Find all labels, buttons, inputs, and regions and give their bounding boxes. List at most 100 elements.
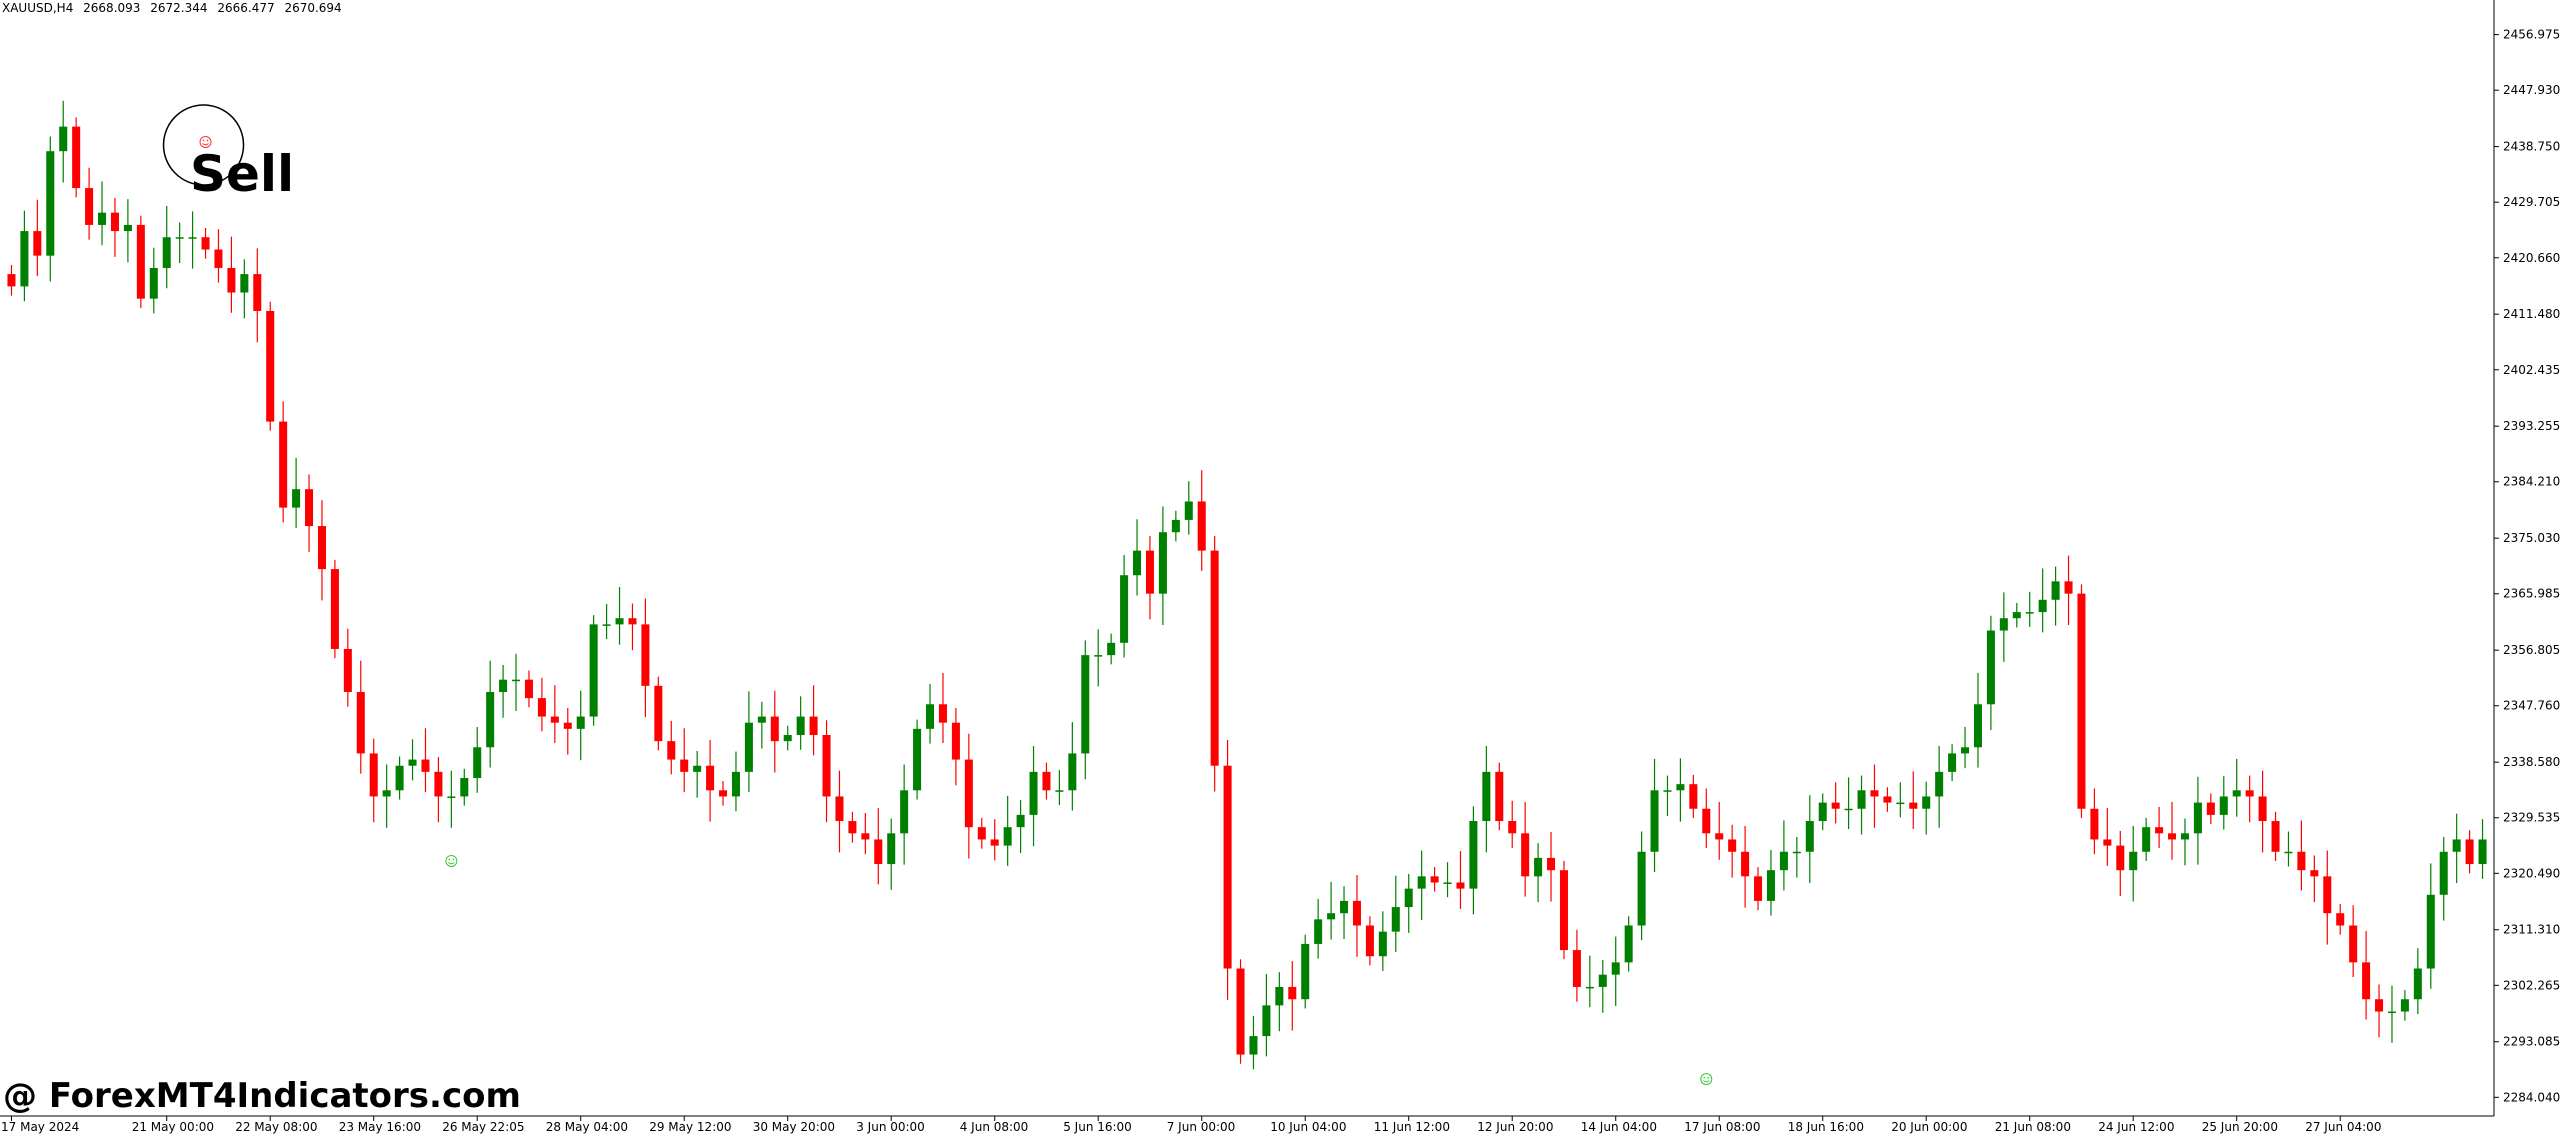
price-tick-label: 2320.490 [2503, 866, 2560, 880]
buy-signal-marker [445, 854, 458, 867]
candle-body [1857, 790, 1866, 809]
price-tick-label: 2356.805 [2503, 643, 2560, 657]
candle-body [85, 188, 94, 225]
candle-body [1534, 857, 1543, 877]
candle-body [1896, 802, 1905, 805]
time-tick-label: 26 May 22:05 [442, 1120, 524, 1134]
candle-body [757, 716, 766, 723]
candle-body [2284, 851, 2293, 854]
candle-body [667, 741, 676, 760]
candle-body [2129, 851, 2138, 871]
candle-body [1741, 851, 1750, 877]
candle-body [1883, 796, 1892, 803]
time-tick-label: 29 May 12:00 [649, 1120, 731, 1134]
candle-body [175, 237, 184, 239]
signal-eye [202, 139, 205, 142]
price-tick-label: 2393.255 [2503, 419, 2560, 433]
candle-body [1986, 630, 1995, 705]
candle-body [1935, 771, 1944, 797]
candle-body [20, 231, 29, 287]
candle-body [524, 679, 533, 699]
candle-body [1236, 968, 1245, 1055]
time-tick-label: 30 May 20:00 [753, 1120, 835, 1134]
candle-body [1404, 888, 1413, 908]
candle-body [1223, 765, 1232, 969]
candle-body [1107, 642, 1116, 656]
candle-body [1068, 753, 1077, 791]
sell-highlight-circle [162, 104, 245, 186]
candle-body [330, 569, 339, 649]
candle-body [1210, 550, 1219, 766]
candle-body [2090, 808, 2099, 840]
candle-body [317, 526, 326, 570]
candle-body [149, 267, 158, 299]
candle-body [1973, 704, 1982, 748]
candle-body [2271, 821, 2280, 852]
candle-body [1792, 851, 1801, 854]
candle-body [2400, 999, 2409, 1012]
candle-body [2310, 870, 2319, 877]
candle-body [1133, 550, 1142, 576]
candle-body [408, 759, 417, 766]
signal-mouth [448, 862, 455, 865]
candle-body [1754, 876, 1763, 901]
candle-body [628, 618, 637, 625]
candle-body [1961, 747, 1970, 754]
candle-body [731, 771, 740, 797]
candle-body [2426, 894, 2435, 969]
price-tick-label: 2429.705 [2503, 195, 2560, 209]
candle-body [447, 796, 456, 798]
candle-body [240, 274, 249, 293]
candle-body [1637, 851, 1646, 926]
candle-body [1805, 821, 1814, 852]
candle-body [887, 833, 896, 865]
time-tick-label: 23 May 16:00 [339, 1120, 421, 1134]
chart-header: XAUUSD,H4 2668.093 2672.344 2666.477 267… [2, 1, 348, 15]
ohlc-close: 2670.694 [284, 1, 342, 15]
time-tick-label: 25 Jun 20:00 [2202, 1120, 2278, 1134]
signal-mouth [202, 143, 209, 146]
candle-body [214, 249, 223, 268]
candle-body [343, 648, 352, 692]
candle-body [602, 624, 611, 626]
time-tick-label: 4 Jun 08:00 [960, 1120, 1029, 1134]
candle-body [382, 790, 391, 797]
candle-body [835, 796, 844, 822]
signal-eye [448, 858, 451, 861]
candle-body [1482, 771, 1491, 822]
candle-body [136, 224, 145, 299]
candle-body [1081, 655, 1090, 754]
candle-body [1766, 870, 1775, 901]
candle-body [1999, 618, 2008, 631]
candle-body [1870, 790, 1879, 797]
candle-body [900, 790, 909, 834]
price-tick-label: 2311.310 [2503, 923, 2560, 937]
candle-body [719, 790, 728, 797]
candle-body [1909, 802, 1918, 809]
candle-body [1301, 943, 1310, 1000]
candle-body [46, 151, 55, 256]
candle-body [2439, 851, 2448, 895]
candle-body [1314, 919, 1323, 944]
candle-body [1288, 986, 1297, 1000]
candle-body [110, 212, 119, 232]
candle-body [356, 691, 365, 754]
time-tick-label: 17 May 2024 [1, 1120, 79, 1134]
candle-body [2349, 925, 2358, 963]
time-tick-label: 18 Jun 16:00 [1788, 1120, 1864, 1134]
candle-body [2323, 876, 2332, 914]
candle-body [473, 747, 482, 779]
candle-body [1145, 550, 1154, 594]
candle-body [460, 778, 469, 797]
candle-body [1611, 962, 1620, 975]
price-tick-label: 2411.480 [2503, 307, 2560, 321]
time-tick-label: 14 Jun 04:00 [1581, 1120, 1657, 1134]
candle-body [2012, 612, 2021, 619]
candle-body [2168, 833, 2177, 840]
candle-body [861, 833, 870, 840]
candle-body [1456, 882, 1465, 889]
candle-body [2142, 827, 2151, 852]
time-tick-label: 22 May 08:00 [235, 1120, 317, 1134]
price-tick-label: 2438.750 [2503, 140, 2560, 154]
